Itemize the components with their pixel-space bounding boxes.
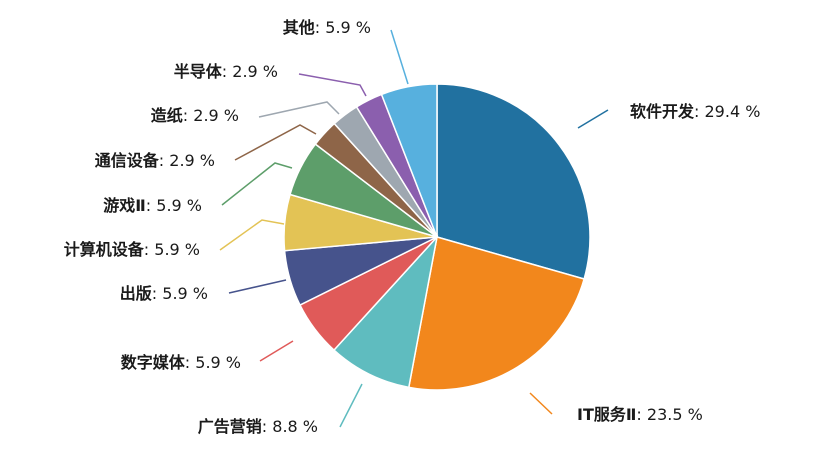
slice-label-value: : 2.9 % xyxy=(183,106,239,125)
slice-label-value: : 5.9 % xyxy=(152,284,208,303)
slice-label-value: : 2.9 % xyxy=(222,62,278,81)
leader-line-6 xyxy=(219,219,285,251)
leader-line-5 xyxy=(228,279,287,294)
slice-label-11: 其他: 5.9 % xyxy=(283,18,371,37)
leader-line-3 xyxy=(339,383,363,428)
leader-line-8 xyxy=(234,124,317,161)
slice-label-value: : 5.9 % xyxy=(185,353,241,372)
leader-line-11 xyxy=(390,29,409,85)
slice-label-value: : 29.4 % xyxy=(694,102,760,121)
leader-line-4 xyxy=(259,340,294,362)
leader-line-10 xyxy=(298,73,367,97)
slice-label-name: 数字媒体 xyxy=(121,353,186,372)
slice-label-name: 通信设备 xyxy=(95,151,160,170)
leader-line-9 xyxy=(258,101,340,118)
slice-label-3: 广告营销: 8.8 % xyxy=(198,417,318,436)
slice-label-value: : 8.8 % xyxy=(262,417,318,436)
slice-label-name: 游戏Ⅱ xyxy=(103,196,146,215)
slice-label-name: IT服务Ⅱ xyxy=(577,405,636,424)
slice-label-2: IT服务Ⅱ: 23.5 % xyxy=(577,405,703,424)
pie-slice-2 xyxy=(407,236,586,391)
slice-label-name: 造纸 xyxy=(151,106,183,125)
leader-line-2 xyxy=(529,392,553,415)
slice-label-value: : 5.9 % xyxy=(146,196,202,215)
slice-label-value: : 2.9 % xyxy=(159,151,215,170)
pie-slice-1 xyxy=(436,83,591,280)
leader-line-7 xyxy=(221,162,293,206)
slice-label-7: 游戏Ⅱ: 5.9 % xyxy=(103,196,202,215)
slice-label-6: 计算机设备: 5.9 % xyxy=(64,240,200,259)
pie-slices xyxy=(283,83,591,391)
slice-label-8: 通信设备: 2.9 % xyxy=(95,151,215,170)
slice-label-10: 半导体: 2.9 % xyxy=(174,62,278,81)
slice-label-value: : 23.5 % xyxy=(636,405,702,424)
pie-slice-11 xyxy=(380,83,438,238)
slice-label-name: 出版 xyxy=(120,284,152,303)
slice-label-value: : 5.9 % xyxy=(315,18,371,37)
pie-slice-3 xyxy=(332,234,439,389)
slice-label-5: 出版: 5.9 % xyxy=(120,284,208,303)
leader-line-1 xyxy=(577,109,609,129)
slice-label-name: 计算机设备 xyxy=(64,240,145,259)
slice-labels: 软件开发: 29.4 % IT服务Ⅱ: 23.5 % 广告营销: 8.8 % 数字媒体… xyxy=(64,18,761,436)
slice-label-name: 软件开发 xyxy=(630,102,695,121)
slice-label-name: 广告营销 xyxy=(198,417,262,436)
slice-label-name: 其他 xyxy=(283,18,315,37)
slice-label-value: : 5.9 % xyxy=(144,240,200,259)
slice-label-name: 半导体 xyxy=(174,62,223,81)
slice-label-4: 数字媒体: 5.9 % xyxy=(121,353,241,372)
slice-label-9: 造纸: 2.9 % xyxy=(151,106,239,125)
slice-label-1: 软件开发: 29.4 % xyxy=(630,102,760,121)
leader-lines xyxy=(219,29,609,428)
